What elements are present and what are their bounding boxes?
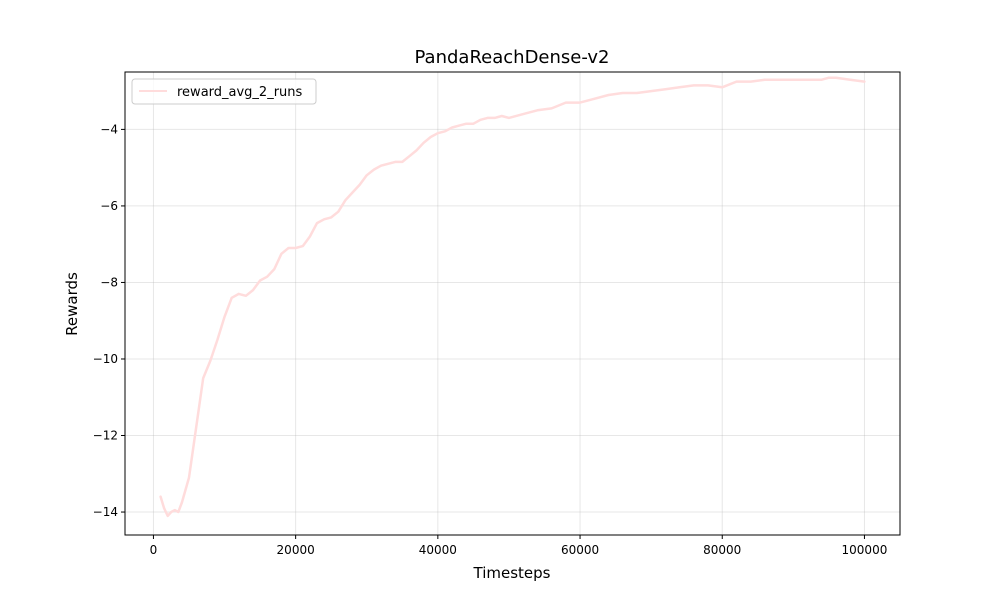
legend-label: reward_avg_2_runs	[177, 85, 303, 100]
y-axis-ticks: −14 −12 −10 −8 −6 −4	[93, 122, 125, 519]
y-tick-label: −12	[93, 429, 118, 443]
y-tick-label: −8	[100, 275, 118, 289]
grid	[125, 72, 900, 535]
chart-title: PandaReachDense-v2	[415, 47, 610, 68]
x-tick-label: 20000	[277, 543, 315, 557]
plot-area-frame	[124, 71, 901, 536]
x-tick-label: 40000	[419, 543, 457, 557]
x-tick-label: 100000	[842, 543, 888, 557]
x-axis-label: Timesteps	[473, 564, 551, 582]
x-tick-label: 0	[150, 543, 158, 557]
y-tick-label: −14	[93, 505, 118, 519]
series-line-reward-avg	[159, 76, 866, 518]
y-tick-label: −6	[100, 199, 118, 213]
series-lines	[159, 76, 866, 518]
y-axis-label: Rewards	[63, 272, 81, 336]
y-tick-label: −4	[100, 122, 118, 136]
legend: reward_avg_2_runs	[131, 78, 317, 105]
x-axis-ticks: 0 20000 40000 60000 80000 100000	[150, 535, 888, 557]
x-tick-label: 60000	[561, 543, 599, 557]
x-tick-label: 80000	[703, 543, 741, 557]
y-tick-label: −10	[93, 352, 118, 366]
legend-box	[131, 78, 317, 105]
